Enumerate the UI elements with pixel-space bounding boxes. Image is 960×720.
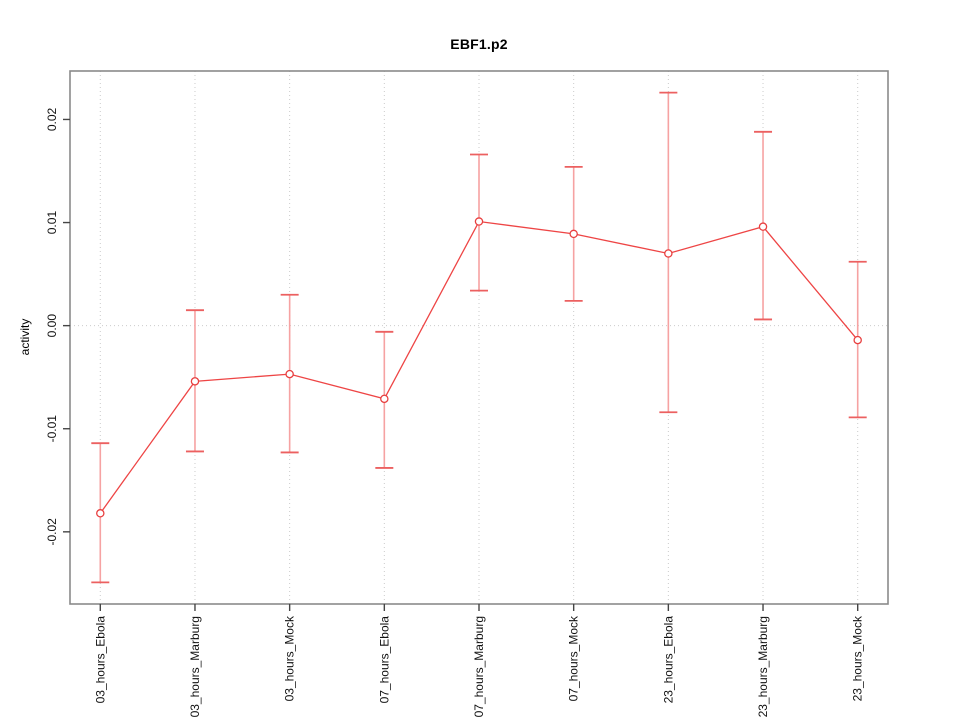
y-tick-label: -0.01: [45, 415, 59, 443]
chart-title: EBF1.p2: [450, 36, 508, 52]
y-tick-label: 0.00: [45, 314, 59, 338]
x-category-label: 03_hours_Marburg: [188, 616, 202, 717]
plot-frame: [69, 70, 889, 605]
y-tick-label: -0.02: [45, 518, 59, 546]
data-point-marker: [758, 222, 768, 231]
x-category-label: 07_hours_Mock: [567, 615, 581, 701]
data-point-marker: [569, 229, 578, 239]
data-point-marker: [285, 369, 294, 379]
data-point-marker: [853, 335, 862, 345]
data-point-marker: [190, 377, 200, 386]
x-category-label: 23_hours_Mock: [851, 615, 865, 701]
x-category-label: 23_hours_Ebola: [661, 616, 675, 704]
y-tick-label: 0.01: [45, 211, 59, 235]
data-point-marker: [474, 217, 484, 226]
x-category-label: 07_hours_Marburg: [472, 616, 486, 717]
data-point-marker: [664, 249, 673, 258]
x-category-label: 07_hours_Ebola: [377, 616, 391, 704]
x-category-label: 23_hours_Marburg: [756, 616, 770, 717]
x-category-label: 03_hours_Mock: [283, 615, 297, 701]
x-category-label: 03_hours_Ebola: [93, 616, 107, 704]
y-tick-label: 0.02: [45, 107, 59, 131]
data-point-marker: [380, 394, 389, 404]
data-point-marker: [96, 509, 105, 518]
